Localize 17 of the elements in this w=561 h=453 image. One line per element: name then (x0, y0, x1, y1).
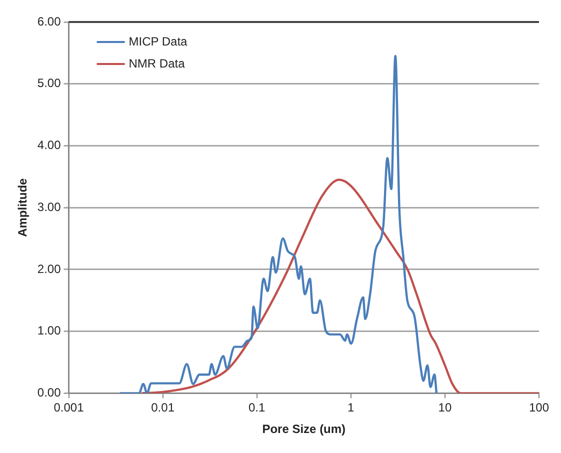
y-tick-label: 1.00 (37, 324, 62, 338)
y-tick-label: 3.00 (37, 200, 62, 214)
x-tick-label: 0.001 (54, 400, 84, 415)
x-axis-title: Pore Size (um) (262, 422, 346, 436)
x-tick-label: 0.01 (151, 400, 175, 415)
y-tick-label: 2.00 (37, 262, 62, 276)
y-tick-label: 4.00 (37, 138, 62, 152)
y-tick-label: 5.00 (37, 76, 62, 90)
x-tick-label: 1 (348, 400, 355, 415)
x-tick-label: 0.1 (248, 400, 266, 415)
x-tick-label: 10 (438, 400, 452, 415)
y-axis-title: Amplitude (16, 178, 30, 237)
x-tick-label: 100 (528, 400, 550, 415)
y-tick-label: 6.00 (37, 14, 62, 28)
legend-label: MICP Data (128, 34, 188, 48)
legend-label: NMR Data (128, 56, 186, 70)
y-tick-label: 0.00 (37, 386, 62, 400)
